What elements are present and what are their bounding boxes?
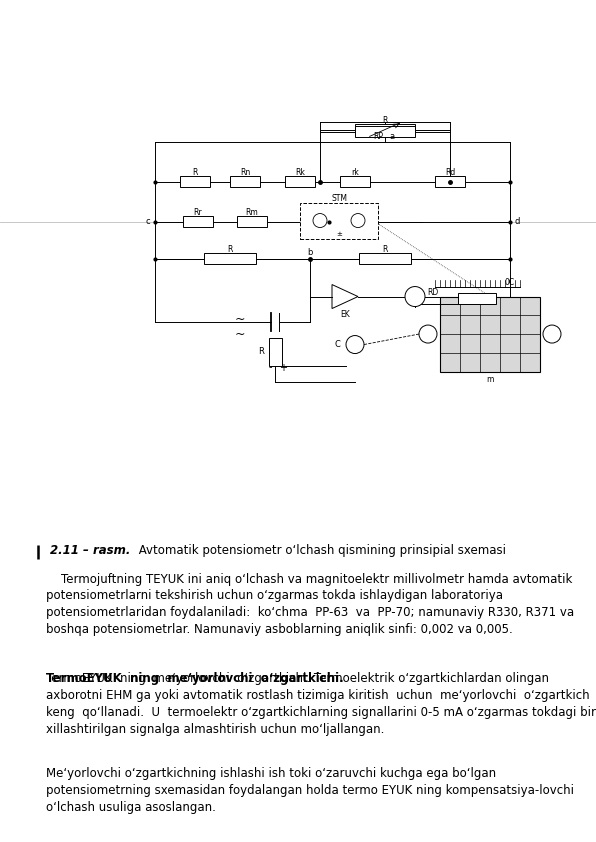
Text: Rr: Rr: [194, 208, 202, 217]
Text: Rk: Rk: [295, 168, 305, 177]
Text: Avtomatik potensiometr o‘lchash qismining prinsipial sxemasi: Avtomatik potensiometr o‘lchash qisminin…: [135, 544, 506, 557]
Text: c: c: [145, 217, 150, 226]
Text: Termojuftning TEYUK ini aniq o‘lchash va magnitoelektr millivolmetr hamda avtoma: Termojuftning TEYUK ini aniq o‘lchash va…: [46, 573, 574, 636]
Text: R: R: [258, 347, 264, 356]
Bar: [355, 124, 415, 135]
Text: RP: RP: [373, 132, 383, 141]
Bar: [359, 253, 411, 264]
Text: TermoEYUK  ning  me‘yorlovchi  o‘zgartkichi. Termoelektrik o‘zgartkichlardan oli: TermoEYUK ning me‘yorlovchi o‘zgartkichi…: [46, 673, 596, 736]
Circle shape: [543, 325, 561, 343]
Text: Rn: Rn: [240, 168, 250, 177]
Bar: [180, 176, 210, 187]
Text: STM: STM: [331, 194, 347, 203]
Text: RD: RD: [427, 288, 439, 297]
Text: ~: ~: [235, 313, 245, 326]
Bar: [237, 216, 267, 227]
Text: rk: rk: [351, 168, 359, 177]
Text: EK: EK: [340, 310, 350, 319]
Text: d: d: [514, 217, 520, 226]
Text: Rm: Rm: [246, 208, 259, 217]
Bar: [300, 203, 378, 238]
Circle shape: [419, 325, 437, 343]
Bar: [204, 253, 256, 264]
Bar: [230, 176, 260, 187]
Text: -: -: [268, 363, 272, 372]
Bar: [435, 176, 465, 187]
Text: 2.11 – rasm.: 2.11 – rasm.: [50, 544, 131, 557]
Circle shape: [351, 214, 365, 227]
Bar: [355, 126, 415, 137]
Bar: [269, 338, 281, 365]
Text: R: R: [193, 168, 198, 177]
Text: Rd: Rd: [445, 168, 455, 177]
Text: R: R: [227, 245, 232, 254]
Text: C: C: [334, 340, 340, 349]
Text: a: a: [390, 132, 395, 141]
Bar: [440, 296, 540, 371]
Text: R: R: [382, 245, 387, 254]
Circle shape: [405, 286, 425, 306]
Text: TermoEYUK  ning  me‘yorlovchi  o‘zgartkichi.: TermoEYUK ning me‘yorlovchi o‘zgartkichi…: [46, 673, 344, 685]
Text: 0C: 0C: [505, 278, 515, 287]
Text: Me‘yorlovchi o‘zgartkichning ishlashi ish toki o‘zaruvchi kuchga ega bo‘lgan pot: Me‘yorlovchi o‘zgartkichning ishlashi is…: [46, 767, 574, 813]
Text: m: m: [486, 375, 493, 384]
Text: b: b: [308, 248, 313, 257]
Bar: [183, 216, 213, 227]
Bar: [285, 176, 315, 187]
Bar: [458, 293, 496, 304]
Bar: [340, 176, 370, 187]
Text: ~: ~: [235, 328, 245, 341]
Text: ±: ±: [336, 231, 342, 237]
Text: R: R: [382, 116, 387, 125]
Circle shape: [313, 214, 327, 227]
Circle shape: [346, 336, 364, 354]
Text: +: +: [279, 363, 287, 372]
